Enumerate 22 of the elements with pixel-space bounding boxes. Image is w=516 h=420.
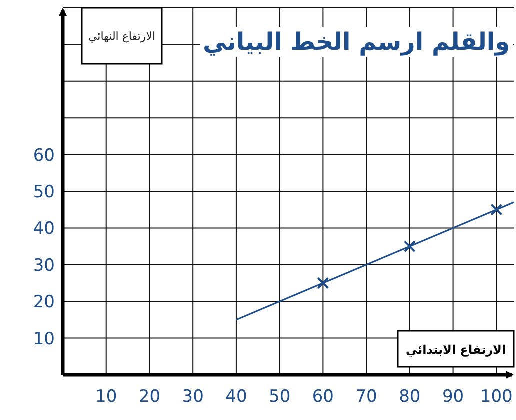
x-tick-label: 80	[399, 387, 421, 407]
x-axis-title: الارتفاع الابتدائي	[406, 343, 506, 357]
point	[490, 204, 503, 216]
y-tick-label: 10	[33, 329, 55, 350]
y-tick-label: 40	[33, 219, 55, 240]
x-tick-label: 40	[226, 387, 248, 407]
x-tick-label: 20	[138, 387, 161, 407]
y-axis-title: الارتفاع النهائي	[88, 30, 156, 43]
x-tick-label: 70	[356, 387, 378, 407]
x-tick-label: 50	[269, 387, 291, 407]
x-tick-label: 90	[442, 387, 464, 407]
y-tick-label: 50	[33, 182, 55, 202]
y-tick-label: 30	[33, 256, 55, 276]
text: والقلم ارسم الخط البياني	[203, 28, 510, 56]
x-tick-label: 60	[312, 387, 334, 407]
y-tick-label: 60	[33, 146, 55, 166]
x-tick-label: 10	[96, 387, 118, 407]
point	[404, 240, 416, 253]
point	[317, 277, 330, 290]
y-tick-label: 20	[33, 292, 55, 313]
x-tick-label: 30	[182, 387, 204, 407]
x-tick-label: 100	[480, 387, 513, 407]
